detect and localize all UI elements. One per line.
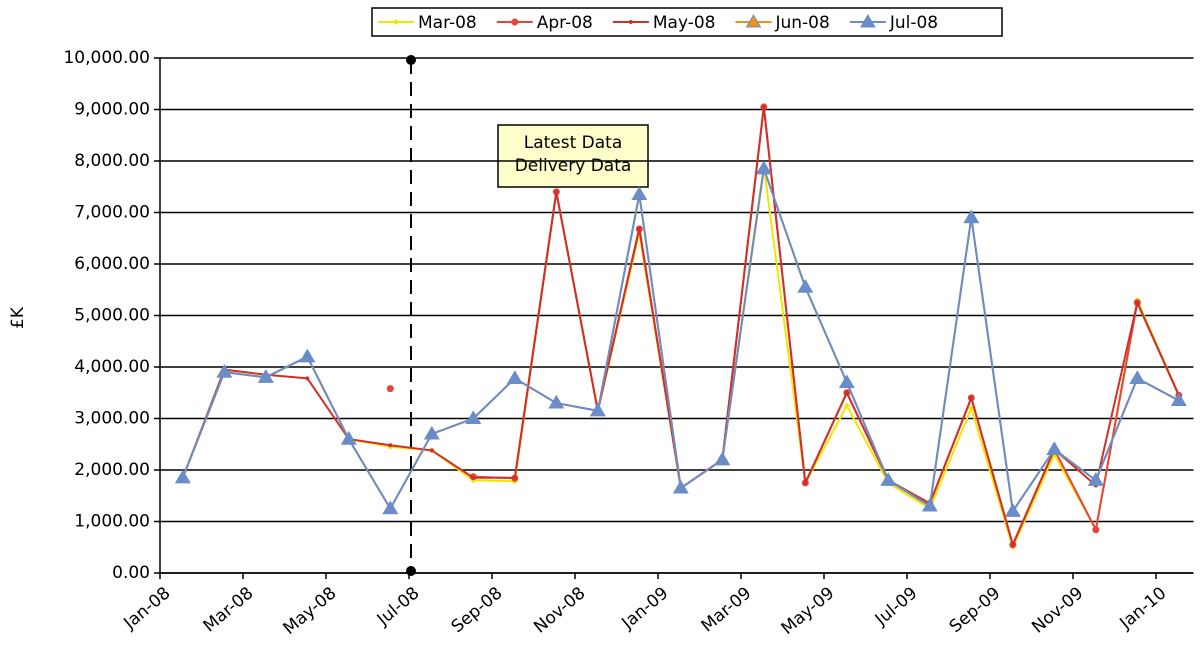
y-tick-label: 0.00 — [112, 563, 150, 583]
marker — [921, 498, 938, 512]
marker — [388, 443, 393, 448]
marker — [628, 20, 633, 24]
legend-box — [371, 7, 1003, 37]
marker — [1092, 526, 1100, 534]
y-tick-label: 7,000.00 — [74, 203, 150, 223]
line — [181, 168, 1180, 514]
marker — [859, 14, 876, 28]
marker — [257, 369, 274, 383]
y-tick-label: 3,000.00 — [74, 409, 150, 429]
delivery-dot — [406, 566, 416, 576]
annotation: Delivery Data — [515, 156, 632, 176]
legend-label: Jul-08 — [889, 13, 938, 33]
y-tick-label: 10,000.00 — [63, 48, 150, 68]
marker — [844, 390, 849, 395]
x-tick-label: May-09 — [778, 583, 839, 639]
marker — [637, 225, 642, 230]
x-tick-label: Nov-09 — [1028, 583, 1087, 637]
marker — [880, 472, 897, 486]
line — [181, 106, 1180, 548]
marker — [506, 370, 523, 384]
marker — [745, 14, 762, 28]
marker — [465, 410, 482, 424]
x-tick-label: May-08 — [280, 583, 341, 639]
series — [174, 160, 1187, 517]
y-tick-label: 8,000.00 — [74, 151, 150, 171]
marker — [216, 364, 233, 378]
y-tick-label: 4,000.00 — [74, 357, 150, 377]
marker — [511, 18, 519, 26]
x-tick-label: Mar-08 — [200, 583, 258, 636]
annotation-box — [497, 124, 649, 188]
marker — [1010, 542, 1015, 547]
x-tick-label: Jul-09 — [871, 583, 922, 630]
y-tick-label: 6,000.00 — [74, 254, 150, 274]
marker — [471, 475, 476, 480]
marker — [797, 279, 814, 293]
marker — [714, 451, 731, 466]
line — [181, 168, 1180, 514]
legend-label: Apr-08 — [537, 13, 593, 33]
x-tick-label: Jan-10 — [1115, 583, 1170, 634]
x-tick-label: Jan-08 — [119, 583, 174, 634]
marker — [803, 480, 808, 485]
marker — [969, 395, 974, 400]
marker — [589, 402, 606, 417]
y-tick-label: 5,000.00 — [74, 306, 150, 326]
marker — [382, 500, 399, 515]
marker — [174, 469, 191, 484]
x-tick-label: Sep-08 — [448, 583, 507, 637]
marker — [755, 160, 772, 175]
marker — [554, 189, 559, 194]
marker — [963, 209, 980, 224]
marker — [1170, 392, 1187, 406]
marker — [423, 425, 440, 440]
marker — [512, 475, 517, 480]
marker — [340, 431, 357, 445]
legend-label: May-08 — [653, 13, 716, 33]
marker — [1129, 370, 1146, 384]
x-tick-label: Sep-09 — [946, 583, 1005, 637]
delivery-dot — [406, 55, 416, 65]
y-tick-label: 2,000.00 — [74, 460, 150, 480]
marker — [672, 480, 689, 494]
x-tick-label: Mar-09 — [698, 583, 756, 636]
y-tick-label: 9,000.00 — [74, 100, 150, 120]
y-tick-label: 1,000.00 — [74, 512, 150, 532]
annotation: Latest Data — [524, 133, 623, 153]
marker — [393, 19, 399, 25]
marker — [429, 448, 434, 453]
marker — [305, 376, 310, 381]
x-tick-label: Nov-08 — [530, 583, 589, 637]
y-axis-label: £K — [8, 306, 28, 329]
marker — [1004, 503, 1021, 517]
marker — [838, 374, 855, 388]
marker — [548, 395, 565, 409]
marker — [1046, 441, 1063, 455]
marker — [386, 385, 394, 393]
marker — [631, 186, 648, 200]
marker — [761, 104, 766, 109]
legend-label: Jun-08 — [774, 13, 829, 33]
marker — [299, 348, 316, 363]
marker — [843, 402, 850, 409]
series — [174, 160, 1187, 517]
marker — [1087, 472, 1104, 486]
legend-label: Mar-08 — [418, 13, 477, 33]
x-tick-label: Jan-09 — [617, 583, 672, 634]
marker — [1135, 300, 1140, 305]
x-tick-label: Jul-08 — [373, 583, 424, 630]
